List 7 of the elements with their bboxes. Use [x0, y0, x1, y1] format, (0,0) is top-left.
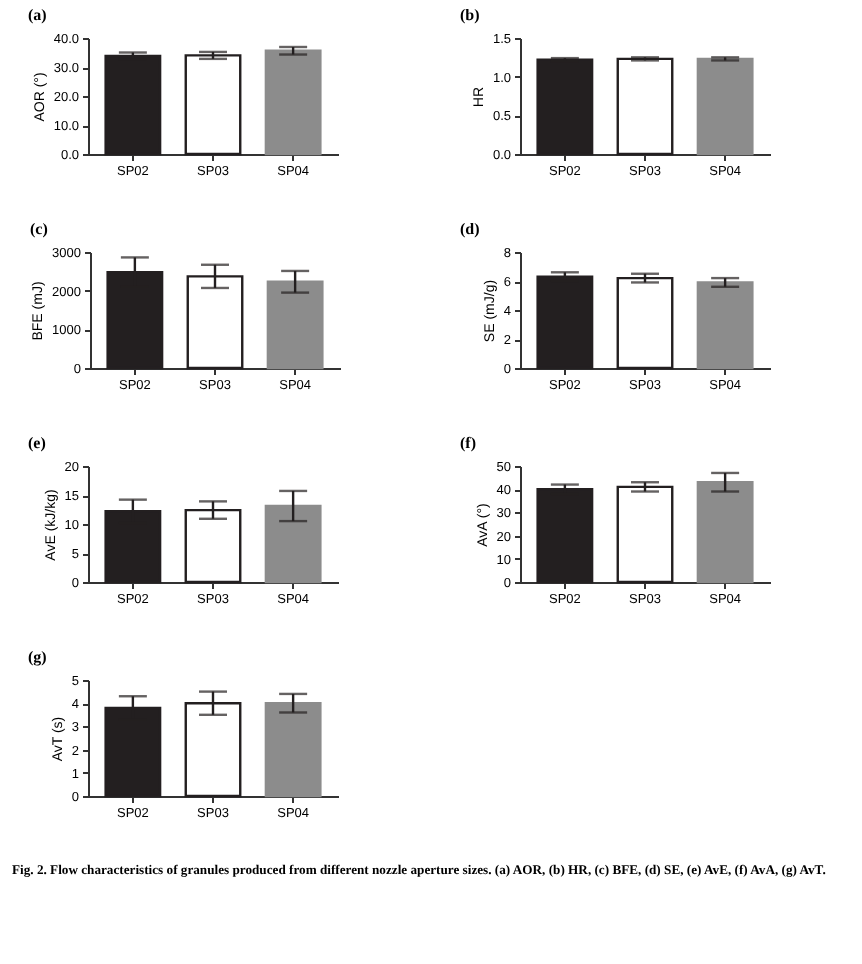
chart-title: (b)	[460, 6, 481, 24]
chart-title: (a)	[28, 6, 48, 24]
chart-title: (d)	[460, 220, 481, 238]
chart-title: (e)	[28, 434, 47, 452]
chart-title: (f)	[460, 434, 477, 452]
chart-title: (c)	[30, 220, 49, 238]
chart-title: (g)	[28, 648, 48, 666]
